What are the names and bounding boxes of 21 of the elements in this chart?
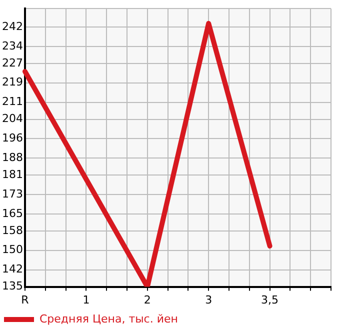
x-tick-label: 3: [205, 293, 212, 306]
y-tick-label: 181: [2, 168, 23, 181]
x-tick-label: 2: [144, 293, 151, 306]
x-tick-label: R: [21, 293, 30, 306]
y-tick-label: 188: [2, 151, 23, 164]
y-tick-label: 173: [2, 187, 23, 200]
y-tick-label: 227: [2, 56, 23, 70]
x-tick-label: 3,5: [261, 293, 279, 306]
x-tick-label: 1: [82, 293, 90, 306]
y-tick-label: 219: [2, 76, 23, 89]
y-tick-label: 234: [2, 39, 23, 52]
y-tick-label: 158: [2, 224, 23, 237]
y-tick-label: 242: [2, 20, 23, 33]
y-tick-label: 135: [2, 280, 23, 293]
y-tick-label: 204: [2, 112, 23, 126]
legend-label: Средняя Цена, тыс. йен: [40, 312, 178, 326]
y-tick-label: 142: [2, 262, 23, 276]
y-tick-label: 165: [2, 206, 23, 220]
y-tick-label: 211: [2, 95, 23, 108]
y-tick-label: 150: [2, 243, 23, 256]
y-tick-label: 196: [2, 132, 23, 145]
